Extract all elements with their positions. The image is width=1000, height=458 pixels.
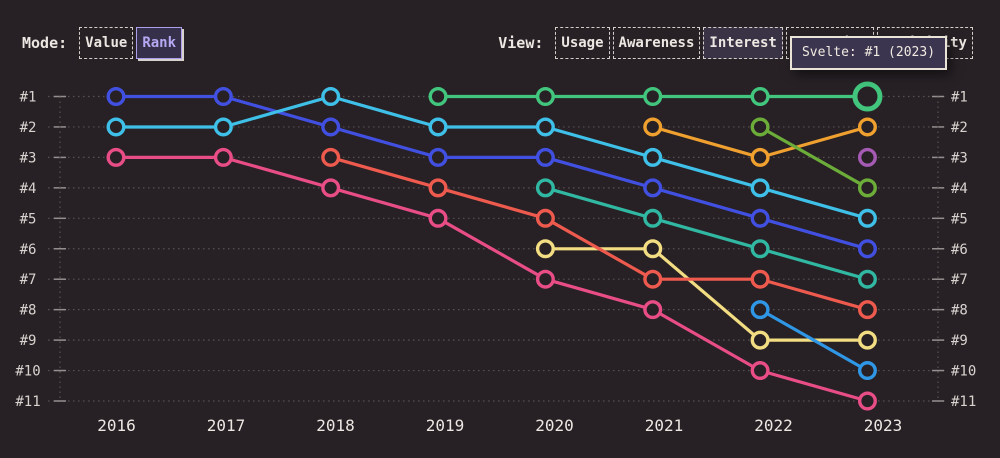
data-point-salmon[interactable]: [535, 208, 555, 228]
data-point-pink[interactable]: [106, 147, 126, 167]
data-point-cyan[interactable]: [750, 178, 770, 198]
year-label: 2022: [754, 416, 793, 435]
data-point-dodger-blue[interactable]: [857, 361, 877, 381]
rank-label-right: #5: [951, 211, 968, 227]
view-option-usage[interactable]: Usage: [555, 26, 610, 59]
data-point-cyan[interactable]: [535, 117, 555, 137]
data-point-purple[interactable]: [857, 147, 877, 167]
data-point-teal[interactable]: [535, 178, 555, 198]
data-point-cyan[interactable]: [106, 117, 126, 137]
data-point-Svelte[interactable]: [428, 86, 448, 106]
series-line-cyan: [114, 94, 869, 220]
data-point-salmon[interactable]: [321, 147, 341, 167]
year-label: 2020: [535, 416, 574, 435]
data-point-royal-blue[interactable]: [535, 147, 555, 167]
view-option-interest[interactable]: Interest: [703, 26, 783, 59]
chart-tooltip: Svelte: #1 (2023): [790, 36, 947, 70]
rank-label-left: #8: [20, 303, 37, 319]
year-label: 2023: [864, 416, 903, 435]
data-point-pink[interactable]: [213, 147, 233, 167]
data-point-olive-green[interactable]: [750, 117, 770, 137]
series-line-pink: [114, 155, 869, 403]
series-line-teal: [543, 186, 869, 281]
rank-label-right: #3: [951, 150, 968, 166]
series-line-salmon: [329, 155, 869, 312]
view-option-awareness[interactable]: Awareness: [612, 26, 701, 59]
rank-label-left: #1: [20, 90, 37, 106]
data-point-royal-blue[interactable]: [643, 178, 663, 198]
mode-label: Mode:: [22, 33, 68, 52]
data-point-pink[interactable]: [750, 361, 770, 381]
rank-label-right: #10: [951, 364, 976, 380]
data-point-dodger-blue[interactable]: [750, 300, 770, 320]
year-label: 2019: [426, 416, 465, 435]
year-label: 2018: [316, 416, 355, 435]
data-point-teal[interactable]: [750, 239, 770, 259]
rank-label-right: #4: [951, 181, 968, 197]
data-point-salmon[interactable]: [857, 300, 877, 320]
data-point-cyan[interactable]: [857, 208, 877, 228]
data-point-royal-blue[interactable]: [106, 86, 126, 106]
data-point-pink[interactable]: [321, 178, 341, 198]
data-point-amber[interactable]: [750, 147, 770, 167]
data-point-yellow[interactable]: [643, 239, 663, 259]
year-label: 2017: [207, 416, 246, 435]
rank-label-right: #11: [951, 394, 976, 410]
data-point-Svelte[interactable]: [643, 86, 663, 106]
data-point-Svelte[interactable]: [750, 86, 770, 106]
data-point-yellow[interactable]: [857, 330, 877, 350]
rank-label-left: #11: [15, 394, 40, 410]
data-point-yellow[interactable]: [535, 239, 555, 259]
data-point-highlighted-Svelte[interactable]: [852, 81, 883, 112]
series-line-royal-blue: [114, 94, 869, 251]
series-line-olive-green: [758, 125, 869, 190]
chart-tooltip-text: Svelte: #1 (2023): [801, 45, 936, 60]
data-point-pink[interactable]: [535, 269, 555, 289]
rank-label-right: #7: [951, 272, 968, 288]
data-point-cyan[interactable]: [428, 117, 448, 137]
data-point-cyan[interactable]: [643, 147, 663, 167]
rank-label-left: #7: [20, 272, 37, 288]
data-point-amber[interactable]: [857, 117, 877, 137]
data-point-royal-blue[interactable]: [750, 208, 770, 228]
rank-label-left: #2: [20, 120, 37, 136]
rank-label-right: #2: [951, 120, 968, 136]
data-point-salmon[interactable]: [643, 269, 663, 289]
rank-label-left: #10: [15, 364, 40, 380]
data-point-royal-blue[interactable]: [213, 86, 233, 106]
rank-label-right: #1: [951, 90, 968, 106]
data-point-royal-blue[interactable]: [428, 147, 448, 167]
data-point-teal[interactable]: [643, 208, 663, 228]
rank-label-right: #8: [951, 303, 968, 319]
rank-label-left: #4: [20, 181, 37, 197]
data-point-Svelte[interactable]: [535, 86, 555, 106]
data-point-amber[interactable]: [643, 117, 663, 137]
year-label: 2016: [97, 416, 136, 435]
rank-label-right: #6: [951, 242, 968, 258]
data-point-teal[interactable]: [857, 269, 877, 289]
rank-label-left: #3: [20, 150, 37, 166]
data-point-pink[interactable]: [428, 208, 448, 228]
data-point-royal-blue[interactable]: [857, 239, 877, 259]
rank-label-left: #5: [20, 211, 37, 227]
data-point-pink[interactable]: [643, 300, 663, 320]
data-point-pink[interactable]: [857, 391, 877, 411]
data-point-royal-blue[interactable]: [321, 117, 341, 137]
rank-label-right: #9: [951, 333, 968, 349]
rank-label-left: #6: [20, 242, 37, 258]
view-label: View:: [498, 33, 544, 52]
data-point-cyan[interactable]: [321, 86, 341, 106]
rank-label-left: #9: [20, 333, 37, 349]
mode-option-rank[interactable]: Rank: [136, 26, 183, 59]
mode-switcher: Mode: Value Rank: [22, 26, 183, 59]
data-point-yellow[interactable]: [750, 330, 770, 350]
data-point-olive-green[interactable]: [857, 178, 877, 198]
data-point-cyan[interactable]: [213, 117, 233, 137]
year-label: 2021: [645, 416, 684, 435]
data-point-salmon[interactable]: [750, 269, 770, 289]
mode-option-value[interactable]: Value: [79, 26, 134, 59]
data-point-salmon[interactable]: [428, 178, 448, 198]
series-line-dodger-blue: [758, 308, 869, 373]
